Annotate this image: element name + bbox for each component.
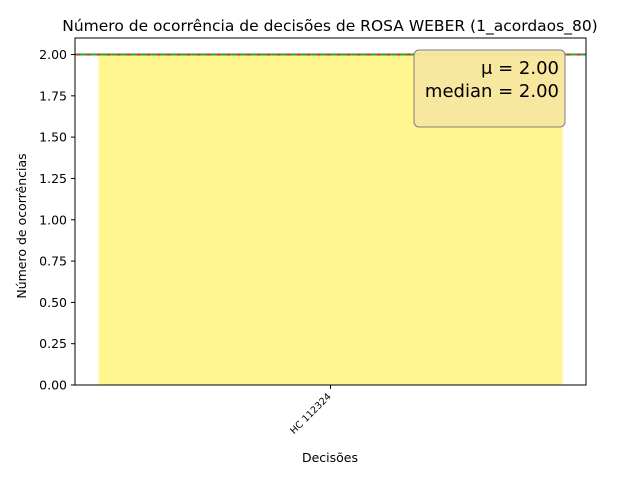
y-tick-label: 2.00 — [39, 47, 67, 62]
x-axis-label: Decisões — [302, 450, 358, 465]
stats-median-label: median = 2.00 — [425, 81, 559, 102]
y-tick-label: 1.00 — [39, 212, 67, 227]
x-tick-label: HC 112324 — [288, 391, 333, 436]
y-axis-label: Número de ocorrências — [14, 153, 29, 298]
y-tick-label: 0.25 — [39, 336, 67, 351]
y-tick-label: 0.75 — [39, 254, 67, 269]
y-tick-label: 0.50 — [39, 295, 67, 310]
y-axis-ticks: 0.00 0.25 0.50 0.75 1.00 1.25 1.50 1.75 2.00 — [39, 47, 75, 393]
y-tick-label: 1.25 — [39, 171, 67, 186]
chart-title: Número de ocorrência de decisões de ROSA… — [62, 17, 597, 36]
x-axis-ticks: HC 112324 — [288, 385, 334, 437]
y-tick-label: 0.00 — [39, 378, 67, 393]
y-tick-label: 1.50 — [39, 130, 67, 145]
stats-legend-box: μ = 2.00 median = 2.00 — [413, 49, 566, 128]
y-tick-label: 1.75 — [39, 88, 67, 103]
stats-box-background — [413, 49, 566, 128]
stats-mean-label: μ = 2.00 — [481, 58, 559, 79]
